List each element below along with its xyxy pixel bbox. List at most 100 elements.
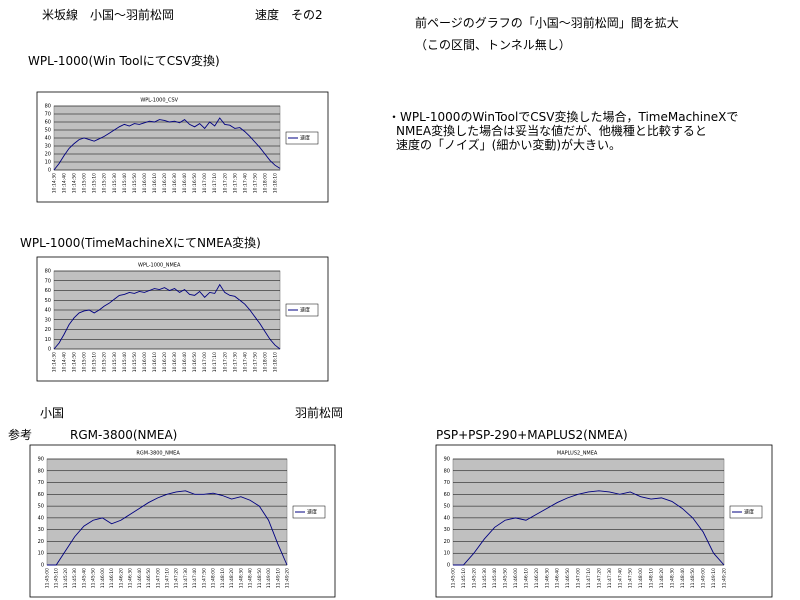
data-line <box>53 283 281 350</box>
legend-box <box>285 131 319 145</box>
y-tick-label: 30 <box>444 527 450 533</box>
x-tick-label: 10:15:10 <box>92 352 98 372</box>
bullet-line: ・WPL-1000のWinToolでCSV変換した場合，TimeMachineX… <box>388 110 739 124</box>
x-tick-label: 10:17:10 <box>212 352 218 372</box>
y-tick-label: 20 <box>45 327 51 333</box>
x-tick-label: 11:46:50 <box>146 568 152 588</box>
y-tick-label: 50 <box>45 128 51 134</box>
page-title: 米坂線 小国～羽前松岡 <box>42 8 175 22</box>
chart-label: RGM-3800(NMEA) <box>70 428 178 442</box>
x-tick-label: 11:47:40 <box>617 568 623 588</box>
y-tick-label: 0 <box>447 563 450 569</box>
y-tick-label: 80 <box>45 104 51 110</box>
y-tick-label: 90 <box>444 457 450 463</box>
x-tick-label: 11:45:50 <box>91 568 97 588</box>
x-tick-label: 10:17:30 <box>232 352 238 372</box>
x-tick-label: 11:47:50 <box>628 568 634 588</box>
x-tick-label: 11:48:10 <box>649 568 655 588</box>
note: 前ページのグラフの「小国～羽前松岡」間を拡大 <box>415 16 679 30</box>
x-tick-label: 11:46:40 <box>137 568 143 588</box>
y-tick-label: 40 <box>38 515 44 521</box>
y-tick-label: 60 <box>38 492 44 498</box>
y-tick-label: 40 <box>45 136 51 142</box>
x-tick-label: 10:15:40 <box>122 173 128 193</box>
bullet-line: 速度の「ノイズ」(細かい変動)が大きい。 <box>396 138 622 152</box>
x-tick-label: 11:45:00 <box>45 568 51 588</box>
x-tick-label: 10:18:00 <box>262 352 268 372</box>
x-tick-label: 10:14:40 <box>62 173 68 193</box>
x-tick-label: 10:16:50 <box>192 352 198 372</box>
chart-title: WPL-1000_NMEA <box>138 263 181 269</box>
y-tick-label: 60 <box>45 120 51 126</box>
legend-label: 速度 <box>300 307 310 314</box>
x-tick-label: 11:46:00 <box>513 568 519 588</box>
chart-label: PSP+PSP-290+MAPLUS2(NMEA) <box>436 428 628 442</box>
x-tick-label: 11:48:40 <box>248 568 254 588</box>
x-tick-label: 11:48:10 <box>220 568 226 588</box>
x-tick-label: 10:18:00 <box>262 173 268 193</box>
page-subtitle: 速度 その2 <box>255 8 323 22</box>
x-tick-label: 10:17:40 <box>242 173 248 193</box>
x-tick-label: 10:16:20 <box>162 173 168 193</box>
x-tick-label: 11:48:20 <box>659 568 665 588</box>
x-tick-label: 11:46:10 <box>109 568 115 588</box>
x-tick-label: 10:18:10 <box>272 173 278 193</box>
x-tick-label: 10:17:20 <box>222 173 228 193</box>
x-tick-label: 11:47:10 <box>165 568 171 588</box>
x-tick-label: 11:46:20 <box>118 568 124 588</box>
x-tick-label: 10:14:50 <box>72 352 78 372</box>
x-tick-label: 11:46:50 <box>565 568 571 588</box>
x-tick-label: 10:16:10 <box>152 352 158 372</box>
x-tick-label: 10:14:50 <box>72 173 78 193</box>
x-tick-label: 11:45:40 <box>492 568 498 588</box>
y-tick-label: 30 <box>45 144 51 150</box>
x-tick-label: 11:49:10 <box>711 568 717 588</box>
x-tick-label: 10:14:40 <box>62 352 68 372</box>
route-start: 小国 <box>40 406 65 420</box>
note: （この区間、トンネル無し） <box>415 38 571 52</box>
legend-label: 速度 <box>300 135 310 142</box>
x-tick-label: 11:45:20 <box>471 568 477 588</box>
x-tick-label: 10:17:00 <box>202 352 208 372</box>
y-tick-label: 50 <box>444 504 450 510</box>
x-tick-label: 10:16:30 <box>172 352 178 372</box>
x-tick-label: 10:15:00 <box>82 173 88 193</box>
y-tick-label: 0 <box>48 168 51 174</box>
x-tick-label: 10:15:10 <box>92 173 98 193</box>
x-tick-label: 10:17:40 <box>242 352 248 372</box>
y-tick-label: 70 <box>38 480 44 486</box>
chart-title: WPL-1000_CSV <box>140 98 178 104</box>
ref-label: 参考 <box>8 428 33 442</box>
legend-box <box>285 303 319 317</box>
x-tick-label: 11:47:30 <box>607 568 613 588</box>
x-tick-label: 11:45:30 <box>72 568 78 588</box>
y-tick-label: 10 <box>38 551 44 557</box>
x-tick-label: 10:16:30 <box>172 173 178 193</box>
x-tick-label: 10:16:10 <box>152 173 158 193</box>
x-tick-label: 11:48:00 <box>638 568 644 588</box>
x-tick-label: 11:45:20 <box>63 568 69 588</box>
y-tick-label: 10 <box>45 160 51 166</box>
x-tick-label: 11:45:30 <box>482 568 488 588</box>
data-line <box>53 117 281 171</box>
legend-label: 速度 <box>307 509 317 516</box>
y-tick-label: 30 <box>38 527 44 533</box>
x-tick-label: 11:47:20 <box>596 568 602 588</box>
x-tick-label: 11:46:00 <box>100 568 106 588</box>
data-line <box>453 490 725 566</box>
x-tick-label: 10:15:40 <box>122 352 128 372</box>
x-tick-label: 10:16:50 <box>192 173 198 193</box>
x-tick-label: 11:47:40 <box>192 568 198 588</box>
x-tick-label: 10:15:20 <box>102 352 108 372</box>
x-tick-label: 10:16:00 <box>142 173 148 193</box>
x-tick-label: 10:17:20 <box>222 352 228 372</box>
x-tick-label: 10:17:10 <box>212 173 218 193</box>
y-tick-label: 70 <box>45 278 51 284</box>
x-tick-label: 11:48:30 <box>238 568 244 588</box>
y-tick-label: 50 <box>45 298 51 304</box>
x-tick-label: 11:45:10 <box>461 568 467 588</box>
x-tick-label: 10:18:10 <box>272 352 278 372</box>
x-tick-label: 11:46:20 <box>534 568 540 588</box>
x-tick-label: 10:16:00 <box>142 352 148 372</box>
